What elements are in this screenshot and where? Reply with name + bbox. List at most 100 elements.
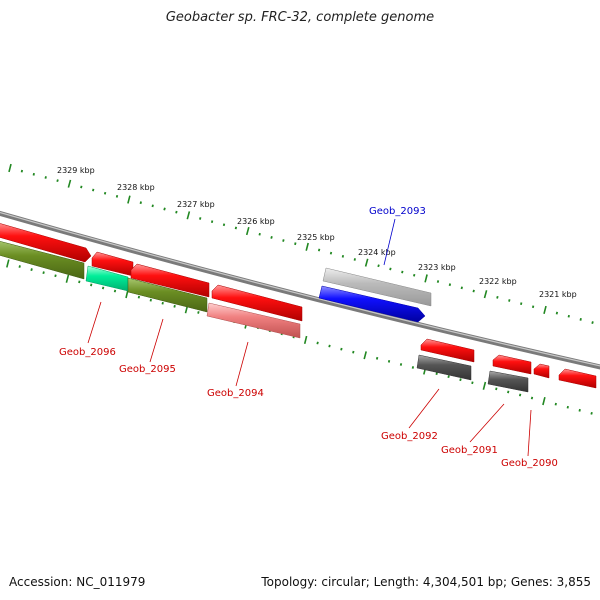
minor-tick (80, 185, 83, 189)
major-tick (364, 258, 369, 267)
minor-tick (103, 191, 107, 195)
gene-label-leaders (87, 218, 532, 457)
gene-label-geob-2092[interactable]: Geob_2092 (381, 431, 438, 442)
tick-label: 2322 kbp (479, 277, 517, 286)
gene-reverse[interactable] (127, 277, 208, 313)
gene-label-geob-2094[interactable]: Geob_2094 (207, 388, 264, 399)
gene-label-geob-2096[interactable]: Geob_2096 (59, 347, 116, 358)
leader-line (87, 301, 102, 344)
map-title: Geobacter sp. FRC-32, complete genome (165, 10, 435, 25)
major-tick (8, 163, 12, 173)
minor-tick (137, 295, 141, 299)
gene-reverse[interactable] (206, 302, 301, 339)
minor-tick (591, 321, 594, 324)
minor-tick (199, 217, 202, 220)
leader-line (469, 403, 505, 443)
minor-tick (520, 302, 523, 306)
gene-forward[interactable] (130, 263, 210, 298)
major-tick (424, 274, 428, 283)
minor-tick (341, 254, 345, 258)
leader-line (149, 318, 164, 363)
minor-tick (175, 210, 178, 214)
minor-tick (44, 176, 47, 179)
gene-light-gray[interactable] (322, 267, 432, 307)
minor-tick (18, 265, 21, 268)
minor-tick (340, 347, 343, 351)
gene-forward[interactable] (558, 368, 597, 389)
minor-tick (56, 179, 59, 183)
minor-tick (161, 301, 164, 305)
minor-tick (115, 194, 119, 198)
minor-tick (377, 264, 380, 268)
gene-reverse[interactable] (416, 354, 472, 381)
leader-line (408, 388, 440, 429)
gene-forward[interactable] (211, 284, 303, 322)
gene-forward[interactable] (91, 251, 134, 277)
minor-tick (282, 239, 285, 242)
minor-tick (399, 363, 403, 366)
minor-tick (163, 207, 166, 211)
minor-tick (447, 375, 450, 379)
minor-tick (375, 356, 379, 360)
gene-forward[interactable] (533, 363, 550, 379)
leader-line (527, 409, 532, 457)
minor-tick (531, 305, 535, 309)
gene-forward[interactable] (492, 354, 532, 375)
major-tick (6, 259, 10, 268)
tick-label: 2321 kbp (539, 290, 577, 299)
minor-tick (436, 280, 440, 283)
minor-tick (459, 378, 462, 382)
tick-label: 2326 kbp (237, 217, 275, 226)
minor-tick (472, 289, 475, 293)
minor-tick (567, 314, 570, 318)
tick-label: 2323 kbp (418, 263, 456, 272)
minor-tick (435, 372, 438, 376)
minor-tick (101, 286, 105, 290)
gene-label-geob-2095[interactable]: Geob_2095 (119, 364, 176, 375)
minor-tick (460, 286, 463, 290)
minor-tick (270, 235, 273, 239)
minor-tick (20, 169, 24, 173)
tick-label: 2324 kbp (358, 248, 396, 257)
leader-line (235, 341, 249, 387)
gene-labels: Geob_2096 Geob_2095 Geob_2094 Geob_2093 … (59, 206, 558, 469)
gene-reverse[interactable] (0, 240, 85, 280)
major-tick (245, 226, 250, 236)
minor-tick (590, 411, 593, 415)
minor-tick (508, 299, 511, 302)
minor-tick (353, 258, 356, 261)
genome-backbone (0, 210, 600, 370)
scale-tick-labels: 2329 kbp 2328 kbp 2327 kbp 2326 kbp 2325… (57, 166, 577, 299)
minor-tick (113, 289, 117, 293)
minor-tick (78, 280, 81, 284)
gene-label-geob-2093[interactable]: Geob_2093 (369, 206, 426, 217)
minor-tick (210, 220, 214, 224)
major-tick (483, 290, 488, 299)
gene-geob-2093[interactable] (318, 285, 426, 323)
minor-tick (401, 270, 404, 274)
minor-tick (579, 317, 582, 321)
forward-strand-genes (0, 222, 597, 389)
minor-tick (387, 360, 391, 363)
accession-label: Accession: NC_011979 (9, 575, 146, 589)
minor-tick (555, 311, 559, 315)
major-tick (542, 397, 546, 406)
gene-label-geob-2091[interactable]: Geob_2091 (441, 445, 498, 456)
minor-tick (530, 396, 534, 400)
gene-forward[interactable] (0, 222, 92, 263)
major-tick (305, 242, 309, 251)
minor-tick (32, 172, 35, 176)
minor-tick (389, 267, 392, 271)
tick-label: 2328 kbp (117, 183, 155, 192)
major-tick (482, 381, 487, 390)
reverse-strand-genes (0, 240, 529, 393)
genome-stats-label: Topology: circular; Length: 4,304,501 bp… (261, 575, 591, 589)
major-tick (127, 195, 131, 204)
tick-label: 2327 kbp (177, 200, 215, 209)
minor-tick (149, 298, 152, 302)
major-tick (363, 351, 367, 360)
minor-tick (42, 271, 45, 275)
gene-forward[interactable] (420, 338, 475, 363)
gene-label-geob-2090[interactable]: Geob_2090 (501, 458, 558, 469)
gene-reverse[interactable] (487, 370, 529, 393)
